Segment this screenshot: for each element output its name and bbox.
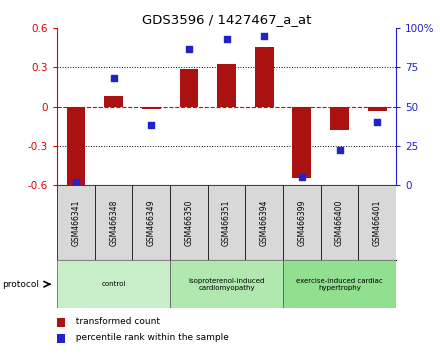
Bar [95,185,132,261]
Bar [57,334,65,343]
Text: GSM466399: GSM466399 [297,199,306,246]
Text: GSM466394: GSM466394 [260,199,269,246]
Bar [104,96,123,107]
Text: GSM466350: GSM466350 [184,199,194,246]
Text: transformed count: transformed count [70,318,161,326]
Point [73,179,80,185]
Bar [283,261,396,308]
Bar [321,185,358,261]
Bar [66,107,85,185]
Point [298,174,305,180]
Bar [57,185,95,261]
Bar [246,185,283,261]
Bar [57,261,170,308]
Point [148,122,155,128]
Bar [170,261,283,308]
Bar [330,107,349,130]
Bar [358,185,396,261]
Title: GDS3596 / 1427467_a_at: GDS3596 / 1427467_a_at [142,13,311,26]
Point [110,76,117,81]
Point [261,33,268,39]
Bar [180,69,198,107]
Text: GSM466351: GSM466351 [222,200,231,246]
Text: GSM466341: GSM466341 [72,200,81,246]
Text: percentile rank within the sample: percentile rank within the sample [70,333,229,342]
Bar [368,107,387,110]
Bar [57,319,65,327]
Bar [142,107,161,109]
Text: GSM466401: GSM466401 [373,200,381,246]
Text: GSM466349: GSM466349 [147,199,156,246]
Text: GSM466348: GSM466348 [109,200,118,246]
Text: isoproterenol-induced
cardiomyopathy: isoproterenol-induced cardiomyopathy [188,278,265,291]
Point [336,148,343,153]
Bar [217,64,236,107]
Bar [132,185,170,261]
Bar [255,47,274,107]
Bar [283,185,321,261]
Bar [170,185,208,261]
Text: exercise-induced cardiac
hypertrophy: exercise-induced cardiac hypertrophy [296,278,383,291]
Point [374,119,381,125]
Point [223,36,230,42]
Point [185,46,192,52]
Bar [293,107,312,178]
Text: control: control [102,281,126,287]
Text: GSM466400: GSM466400 [335,199,344,246]
Text: protocol: protocol [2,280,39,289]
Bar [208,185,246,261]
